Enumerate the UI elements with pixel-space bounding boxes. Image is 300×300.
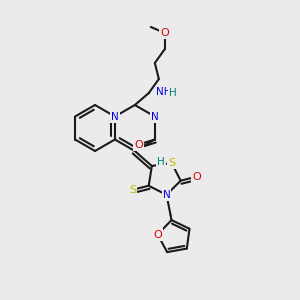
Text: S: S [129, 185, 136, 195]
Text: N: N [151, 112, 159, 122]
Text: O: O [160, 28, 169, 38]
Text: N: N [163, 190, 170, 200]
Text: N: N [111, 112, 119, 122]
Text: S: S [168, 158, 175, 168]
Text: O: O [153, 230, 162, 239]
Text: H: H [157, 157, 165, 167]
Text: NH: NH [156, 87, 171, 97]
Text: O: O [192, 172, 201, 182]
Text: O: O [134, 140, 143, 149]
Text: H: H [169, 88, 177, 98]
